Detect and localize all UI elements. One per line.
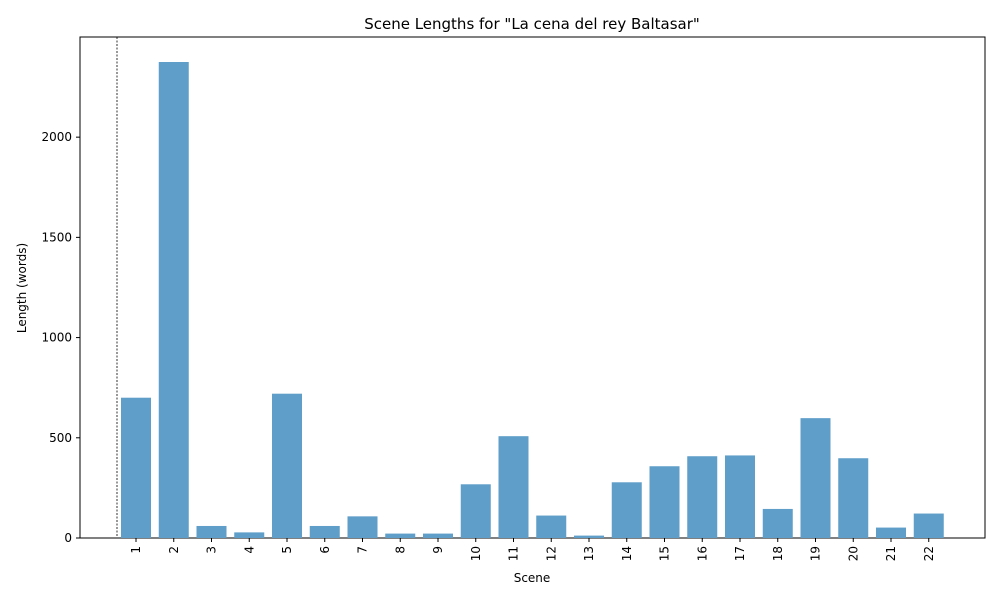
x-tick-label: 13	[582, 546, 596, 561]
bar-scene-5	[272, 393, 302, 538]
bar-scene-4	[234, 532, 265, 538]
plot-frame	[79, 36, 986, 539]
bar-scene-18	[762, 508, 793, 538]
x-tick-label: 8	[393, 546, 407, 554]
bar-scene-13	[574, 535, 604, 538]
x-tick-label: 5	[280, 546, 294, 554]
x-tick-label: 4	[242, 546, 256, 554]
x-tick-label: 19	[809, 546, 823, 561]
x-tick-label: 18	[771, 546, 785, 561]
x-tick-label: 10	[469, 546, 483, 561]
x-tick-label: 3	[205, 546, 219, 554]
bar-scene-9	[423, 533, 453, 538]
x-tick-label: 16	[695, 546, 709, 561]
bar-scene-3	[196, 525, 227, 538]
bar-scene-15	[649, 466, 680, 538]
bar-scene-14	[611, 482, 642, 538]
bar-scene-12	[536, 515, 567, 538]
y-tick-label: 500	[49, 431, 72, 445]
y-tick-label: 1500	[41, 230, 72, 244]
bar-scene-19	[800, 418, 831, 538]
x-tick-label: 21	[884, 546, 898, 561]
x-tick-label: 2	[167, 546, 181, 554]
bar-scene-6	[309, 525, 340, 538]
bar-scene-11	[498, 436, 529, 538]
y-tick-label: 0	[64, 531, 72, 545]
x-tick-label: 22	[922, 546, 936, 561]
bar-scene-20	[838, 458, 869, 538]
bar-scene-10	[460, 484, 491, 538]
chart-title: Scene Lengths for "La cena del rey Balta…	[364, 15, 700, 33]
x-tick-label: 9	[431, 546, 445, 554]
bar-scene-1	[121, 397, 151, 538]
x-tick-label: 14	[620, 546, 634, 561]
x-tick-label: 6	[318, 546, 332, 554]
x-tick-label: 15	[658, 546, 672, 561]
x-tick-label: 12	[544, 546, 558, 561]
x-axis-label: Scene	[514, 571, 551, 585]
bar-scene-8	[385, 533, 416, 538]
y-tick-label: 1000	[41, 331, 72, 345]
bar-scene-22	[913, 513, 944, 538]
x-tick-label: 1	[129, 546, 143, 554]
bar-scene-7	[347, 516, 378, 538]
x-tick-label: 20	[846, 546, 860, 561]
y-tick-label: 2000	[41, 130, 72, 144]
x-tick-label: 17	[733, 546, 747, 561]
bar-scene-16	[687, 456, 718, 538]
y-axis-label: Length (words)	[15, 243, 29, 333]
bar-scene-17	[725, 455, 755, 538]
x-tick-label: 7	[356, 546, 370, 554]
bar-scene-2	[158, 62, 189, 538]
x-tick-label: 11	[507, 546, 521, 561]
bar-scene-21	[876, 527, 906, 538]
